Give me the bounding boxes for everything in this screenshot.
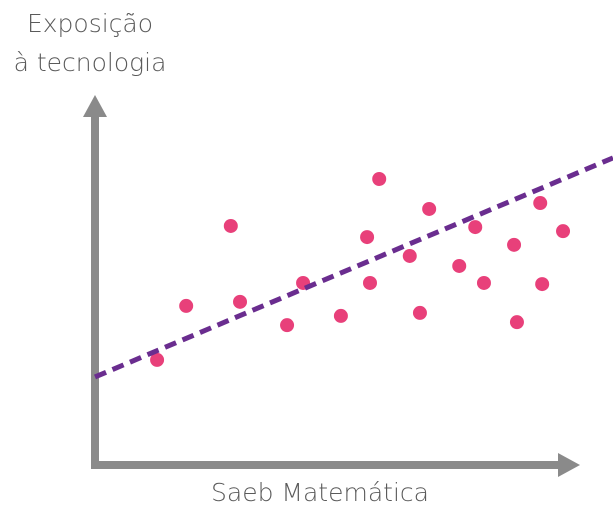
point	[360, 230, 375, 245]
point	[422, 201, 437, 216]
point	[533, 196, 548, 211]
point	[412, 305, 427, 320]
y-axis-arrow	[83, 95, 107, 117]
y-axis-label: Exposição	[27, 9, 153, 38]
point	[223, 218, 238, 233]
point	[179, 298, 194, 313]
point	[556, 224, 571, 239]
point	[233, 294, 248, 309]
trend-line	[94, 155, 613, 380]
point	[452, 258, 467, 273]
point	[509, 315, 524, 330]
point	[362, 275, 377, 290]
point	[402, 248, 417, 263]
y-axis-label: à tecnologia	[14, 48, 167, 77]
point	[333, 308, 348, 323]
point	[150, 352, 165, 367]
point	[468, 220, 483, 235]
point	[476, 275, 491, 290]
point	[372, 171, 387, 186]
point	[507, 237, 522, 252]
point	[535, 277, 550, 292]
x-axis-label: Saeb Matemática	[211, 478, 429, 507]
x-axis-arrow	[558, 453, 580, 477]
point	[280, 318, 295, 333]
